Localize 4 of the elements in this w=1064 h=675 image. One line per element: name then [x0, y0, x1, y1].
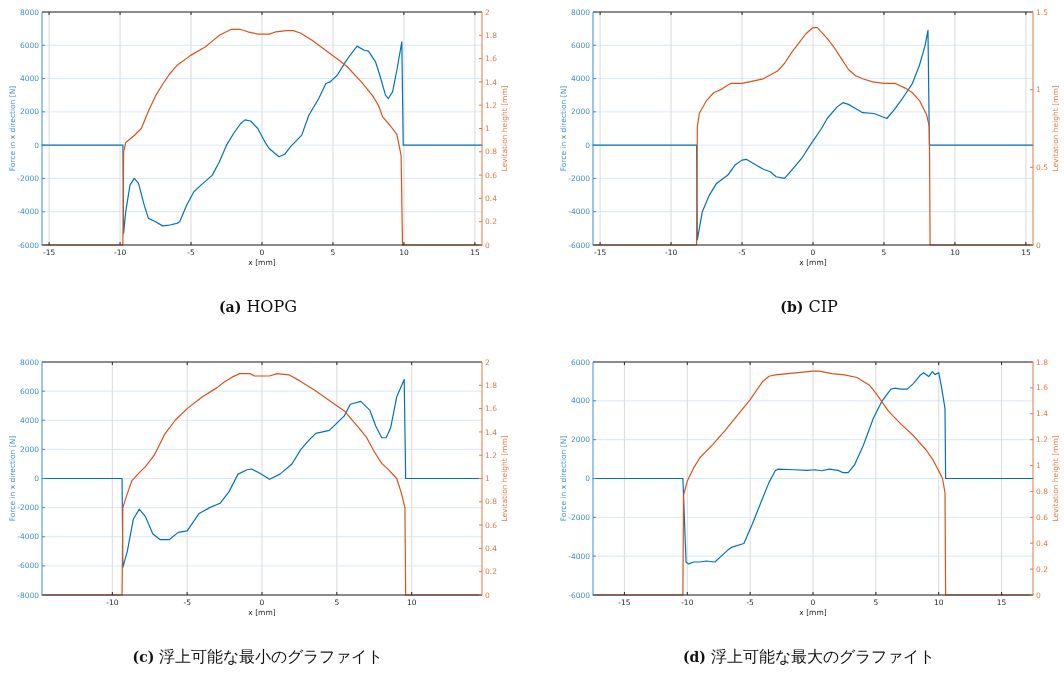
text: (a) HOPG — [218, 297, 298, 316]
text: (b) CIP — [780, 297, 838, 316]
text: (d) 浮上可能な最大のグラファイト — [682, 647, 936, 666]
text: (c) 浮上可能な最小のグラファイト — [132, 647, 384, 666]
